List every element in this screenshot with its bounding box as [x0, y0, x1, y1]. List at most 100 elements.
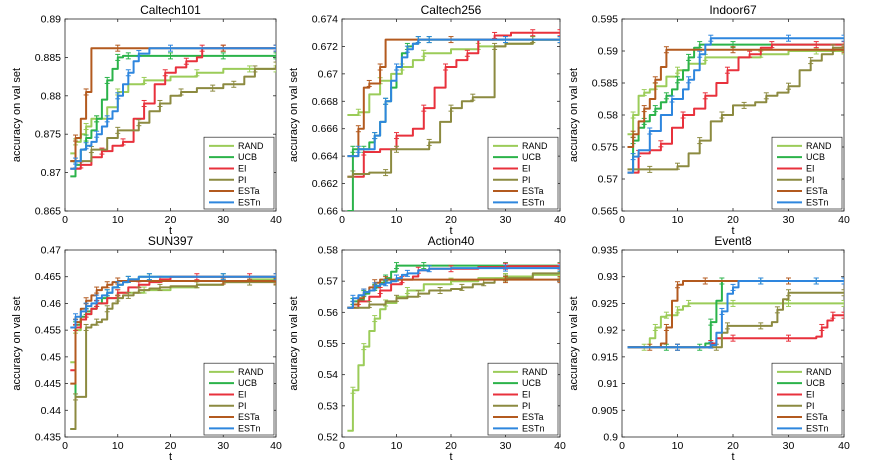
y-tick-label: 0.89: [41, 14, 62, 26]
legend-item-pi: PI: [209, 401, 247, 411]
data-point: [115, 53, 121, 61]
legend-label: EI: [522, 389, 531, 399]
data-point: [641, 105, 647, 113]
series-line-estn: [627, 37, 844, 174]
x-tick-label: 40: [554, 440, 566, 452]
data-point: [652, 105, 658, 113]
y-tick-label: 0.875: [35, 129, 61, 141]
data-point: [841, 277, 844, 285]
y-tick-label: 0.915: [592, 351, 618, 363]
data-point: [361, 288, 367, 296]
data-point: [652, 76, 658, 84]
x-tick-label: 10: [112, 440, 124, 452]
x-axis-label: t: [731, 225, 734, 237]
y-axis-label: accuracy on val set: [288, 296, 300, 390]
data-point: [404, 287, 410, 295]
x-tick-label: 10: [672, 214, 684, 226]
data-point: [730, 299, 736, 307]
y-tick-label: 0.662: [312, 178, 338, 190]
data-point: [758, 322, 764, 330]
data-point: [273, 273, 276, 281]
y-tick-label: 0.666: [312, 123, 338, 135]
x-tick-label: 30: [783, 214, 795, 226]
data-point: [719, 111, 725, 119]
data-point: [125, 52, 131, 60]
legend-label: RAND: [522, 141, 548, 151]
data-point: [73, 393, 79, 401]
x-tick-label: 20: [727, 214, 739, 226]
legend-label: PI: [522, 175, 531, 185]
y-tick-label: 0.57: [598, 174, 619, 186]
legend-label: UCB: [806, 378, 825, 388]
legend-label: PI: [238, 175, 247, 185]
legend-item-esta: ESTa: [777, 412, 828, 422]
x-axis-label: t: [449, 451, 452, 463]
x-tick-label: 30: [783, 440, 795, 452]
legend-item-pi: PI: [209, 175, 247, 185]
data-point: [841, 34, 844, 42]
data-point: [273, 278, 276, 286]
data-point: [183, 57, 189, 65]
legend-item-esta: ESTa: [777, 186, 828, 196]
data-point: [83, 88, 89, 96]
data-point: [83, 134, 89, 142]
data-point: [641, 89, 647, 97]
legend-label: ESTa: [806, 186, 828, 196]
chart-title: Caltech256: [421, 3, 482, 17]
y-tick-label: 0.565: [592, 206, 618, 218]
data-point: [503, 36, 508, 44]
legend-label: UCB: [522, 152, 541, 162]
legend-item-esta: ESTa: [209, 186, 260, 196]
series-line-pi: [70, 65, 276, 163]
data-point: [426, 138, 432, 146]
legend-label: PI: [522, 401, 531, 411]
data-point: [157, 99, 163, 107]
legend-item-ei: EI: [777, 163, 815, 173]
y-tick-label: 0.88: [41, 90, 62, 102]
data-point: [663, 323, 669, 331]
data-point: [73, 313, 79, 321]
legend-item-ei: EI: [209, 389, 247, 399]
data-point: [724, 66, 730, 74]
data-point: [157, 283, 163, 291]
data-point: [697, 50, 703, 58]
x-tick-label: 30: [500, 440, 512, 452]
x-tick-label: 0: [339, 214, 345, 226]
series-line-rand: [347, 273, 560, 432]
data-point: [647, 127, 653, 135]
legend-label: ESTn: [238, 197, 261, 207]
x-tick-label: 30: [500, 214, 512, 226]
data-point: [421, 49, 427, 57]
series-line-pi: [347, 38, 560, 178]
legend-item-estn: ESTn: [493, 197, 545, 207]
legend-item-pi: PI: [777, 175, 815, 185]
data-point: [786, 289, 791, 297]
data-point: [747, 50, 753, 58]
data-point: [83, 323, 89, 331]
y-tick-label: 0.55: [318, 338, 339, 350]
x-tick-label: 0: [339, 440, 345, 452]
legend-label: EI: [522, 163, 531, 173]
legend-label: PI: [806, 175, 815, 185]
legend-item-pi: PI: [493, 401, 531, 411]
y-tick-label: 0.9: [603, 432, 618, 444]
y-tick-label: 0.93: [598, 271, 619, 283]
data-point: [220, 273, 226, 281]
legend-item-rand: RAND: [493, 367, 548, 377]
data-point: [383, 279, 389, 287]
data-point: [141, 99, 147, 107]
data-point: [675, 76, 680, 84]
legend-item-estn: ESTn: [777, 423, 829, 433]
x-tick-label: 10: [391, 214, 403, 226]
data-point: [813, 277, 819, 285]
data-point: [426, 36, 432, 44]
y-tick-label: 0.44: [41, 405, 62, 417]
data-point: [141, 76, 147, 84]
chart-panel-caltech256: 0.66 0.662 0.664 0.666 0.668 0.67 0.672 0.674 0 1…: [288, 3, 566, 237]
legend-item-rand: RAND: [777, 367, 832, 377]
legend-label: UCB: [238, 152, 257, 162]
y-tick-label: 0.91: [598, 378, 619, 390]
data-point: [813, 41, 819, 49]
